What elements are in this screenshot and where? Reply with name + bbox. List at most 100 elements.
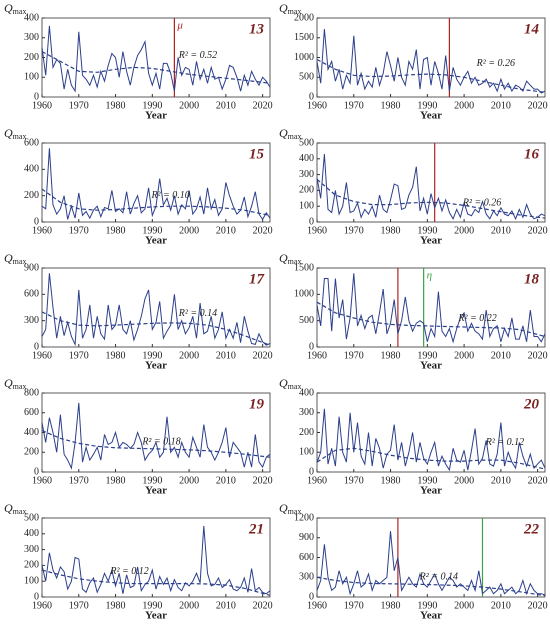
panel-number: 13	[249, 21, 265, 37]
y-tick-label: 300	[24, 315, 39, 326]
x-tick-label: 2020	[528, 475, 548, 486]
x-axis-label: Year	[420, 110, 442, 122]
y-tick-label: 100	[24, 72, 39, 83]
x-tick-label: 2010	[491, 100, 511, 111]
y-tick-label: 2000	[294, 12, 314, 23]
x-tick-label: 2000	[454, 225, 474, 236]
x-tick-label: 1980	[381, 475, 401, 486]
x-tick-label: 1990	[417, 100, 437, 111]
x-tick-label: 2000	[179, 350, 199, 361]
data-line	[41, 25, 271, 93]
y-tick-label: 100	[299, 200, 314, 211]
y-tick-label: 100	[24, 575, 39, 586]
y-axis-label: Qmax	[279, 376, 301, 391]
y-tick-label: 800	[24, 387, 39, 398]
y-tick-label: 0	[309, 466, 314, 477]
y-tick-label: 400	[24, 12, 39, 23]
y-tick-label: 600	[299, 552, 314, 563]
x-tick-label: 1970	[344, 225, 364, 236]
panel-number: 20	[523, 396, 540, 412]
plot-frame	[41, 517, 271, 598]
trend-line	[316, 447, 546, 470]
y-tick-label: 600	[24, 407, 39, 418]
x-tick-label: 2020	[253, 100, 273, 111]
x-tick-label: 1960	[32, 600, 52, 611]
x-tick-label: 1970	[344, 600, 364, 611]
y-tick-label: 300	[24, 32, 39, 43]
panel: 0 500 1000 1500 2000 1960 1970 1980 1990 2000 2010…	[279, 1, 548, 122]
data-line	[41, 525, 271, 595]
y-axis-label: Qmax	[279, 1, 301, 16]
y-tick-label: 900	[299, 532, 314, 543]
panel-number: 14	[524, 21, 540, 37]
x-tick-label: 2010	[491, 475, 511, 486]
y-axis-label: Qmax	[4, 251, 26, 266]
x-tick-label: 2020	[528, 350, 548, 361]
y-tick-label: 100	[299, 447, 314, 458]
trend-line	[41, 569, 271, 596]
data-line	[316, 273, 546, 344]
x-tick-label: 2020	[253, 475, 273, 486]
x-axis-label: Year	[420, 360, 442, 372]
break-label: η	[427, 270, 432, 282]
y-axis-label: Qmax	[279, 251, 301, 266]
panel: 0 300 600 900 1200 1960 1970 1980 1990 2000 2010 20…	[279, 501, 548, 622]
y-axis-label-main: Q	[279, 376, 288, 390]
r-squared: R² = 0.10	[150, 190, 189, 201]
x-tick-label: 1990	[142, 600, 162, 611]
x-tick-label: 2010	[491, 600, 511, 611]
r-squared: R² = 0.26	[476, 58, 515, 69]
x-tick-label: 1960	[307, 350, 327, 361]
x-axis-label: Year	[420, 485, 442, 497]
y-tick-label: 600	[24, 137, 39, 148]
x-tick-label: 2020	[528, 225, 548, 236]
x-tick-label: 1970	[69, 600, 89, 611]
x-tick-label: 1960	[307, 100, 327, 111]
y-tick-label: 400	[299, 153, 314, 164]
y-tick-label: 300	[299, 572, 314, 583]
x-tick-label: 2010	[491, 225, 511, 236]
y-tick-label: 500	[24, 512, 39, 523]
y-axis-label-main: Q	[279, 501, 288, 515]
y-axis-label-sub: max	[13, 507, 27, 516]
r-squared: R² = 0.22	[457, 313, 496, 324]
y-axis-label-main: Q	[279, 126, 288, 140]
y-tick-label: 0	[34, 591, 39, 602]
panel-number: 17	[249, 271, 265, 287]
x-tick-label: 1990	[417, 225, 437, 236]
y-axis-label-sub: max	[288, 132, 302, 141]
y-tick-label: 600	[24, 289, 39, 300]
x-tick-label: 1980	[106, 350, 126, 361]
y-tick-label: 0	[309, 591, 314, 602]
r-squared: R² = 0.18	[141, 436, 180, 447]
data-line	[41, 148, 271, 221]
x-tick-label: 2000	[454, 350, 474, 361]
x-axis-label: Year	[145, 485, 167, 497]
y-axis-label: Qmax	[4, 1, 26, 16]
x-tick-label: 1960	[32, 475, 52, 486]
data-line	[316, 531, 546, 596]
panel-number: 18	[524, 271, 540, 287]
y-tick-label: 1000	[294, 289, 314, 300]
y-axis-label-sub: max	[288, 257, 302, 266]
y-tick-label: 0	[34, 91, 39, 102]
x-tick-label: 1960	[32, 350, 52, 361]
panel: 0 300 600 900 1960 1970 1980 1990 2000 2010 2020 Ye…	[4, 251, 273, 372]
x-tick-label: 1980	[381, 225, 401, 236]
x-tick-label: 1960	[307, 600, 327, 611]
x-tick-label: 2020	[528, 100, 548, 111]
x-tick-label: 2000	[454, 475, 474, 486]
x-tick-label: 1970	[69, 350, 89, 361]
y-axis-label-main: Q	[4, 1, 13, 15]
x-tick-label: 2020	[528, 600, 548, 611]
x-tick-label: 1970	[69, 225, 89, 236]
y-tick-label: 300	[24, 544, 39, 555]
y-tick-label: 0	[309, 341, 314, 352]
y-axis-label: Qmax	[4, 126, 26, 141]
y-tick-label: 400	[24, 164, 39, 175]
y-tick-label: 400	[24, 427, 39, 438]
y-tick-label: 400	[299, 387, 314, 398]
y-tick-label: 1500	[294, 32, 314, 43]
x-tick-label: 1970	[344, 100, 364, 111]
